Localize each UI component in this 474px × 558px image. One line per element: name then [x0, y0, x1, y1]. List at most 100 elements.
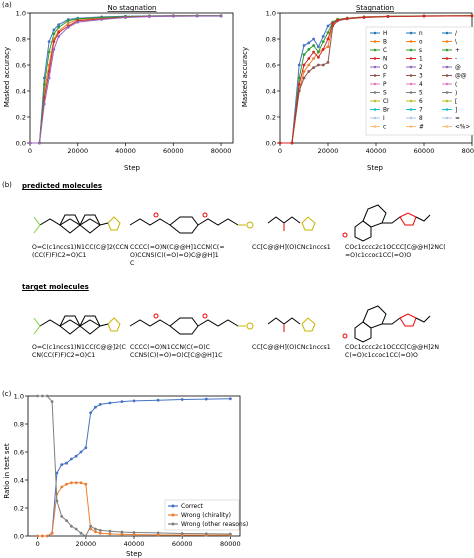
predicted-smiles-3: CC[C@@H](O)CNc1nccs1: [252, 244, 331, 251]
legend-marker: [409, 91, 413, 94]
data-point: [312, 57, 315, 60]
x-tick-label: 40000: [366, 147, 387, 155]
data-point: [65, 461, 68, 465]
data-point: [41, 534, 44, 538]
data-point: [60, 515, 64, 518]
legend-entry: @: [455, 65, 461, 71]
data-point: [84, 482, 88, 486]
legend-entry: 7: [419, 108, 423, 114]
legend-marker: [373, 91, 377, 94]
legend-marker: [409, 57, 413, 60]
legend-marker: [409, 74, 413, 77]
data-point: [317, 50, 320, 54]
data-point: [76, 20, 80, 24]
legend-marker: [409, 65, 413, 69]
legend-marker: [373, 74, 377, 77]
data-point: [38, 141, 41, 145]
plot-frame: [29, 12, 234, 144]
legend-entry: \: [455, 40, 457, 46]
data-point: [278, 141, 282, 145]
plot-area: 0.0 0.2 0.4 0.6 0.8 1.0 0 20000 40000 60000 80000 C…: [14, 392, 249, 548]
plot-area: 0.0 0.2 0.4 0.6 0.8 1.0 0 20000 40000 60000 80000 H…: [266, 9, 474, 155]
chart-stagnation: Stagnation 0.0 0.2 0.4 0.6 0.8 1.0 0 20000 40000…: [241, 4, 474, 172]
data-point: [98, 529, 102, 532]
legend-entry: n: [419, 31, 423, 37]
legend-marker: [445, 48, 449, 52]
data-point: [74, 481, 78, 485]
y-tick-label: 0.4: [14, 476, 24, 484]
y-tick-label: 1.0: [16, 9, 26, 17]
y-axis-label: Masked accuracy: [241, 47, 249, 107]
legend-marker: [373, 125, 377, 128]
data-point: [171, 14, 175, 18]
target-molecules-title: target molecules: [22, 283, 89, 291]
data-point: [79, 450, 83, 454]
data-point: [66, 25, 70, 29]
data-point: [50, 400, 54, 403]
legend-entry: #: [419, 125, 424, 131]
data-point: [302, 63, 306, 67]
legend-marker: [409, 40, 413, 43]
legend-marker: [373, 108, 377, 111]
legend-entry: S: [383, 91, 387, 97]
legend-box: [365, 26, 474, 136]
data-point: [47, 76, 51, 80]
data-point: [47, 40, 51, 43]
legend-marker: [445, 65, 449, 69]
data-point: [156, 398, 160, 402]
x-axis-label: Step: [367, 164, 383, 172]
data-point: [52, 32, 56, 36]
x-axis-label: Step: [126, 550, 142, 558]
data-point: [312, 66, 315, 69]
legend-entry: s: [419, 48, 422, 54]
legend-entry: 5: [419, 91, 423, 97]
predicted-smiles-4: COc1cccc2c1OCCC[C@@H]2NC( =O)c1ccoc1CC(=…: [345, 244, 446, 259]
target-structures: [33, 305, 431, 343]
data-point: [307, 70, 311, 73]
data-point: [55, 471, 59, 475]
data-point: [321, 63, 325, 67]
data-point: [321, 35, 325, 38]
legend-marker: [445, 99, 449, 103]
data-point: [84, 446, 88, 450]
data-point: [345, 17, 349, 20]
legend-entry: I: [383, 116, 385, 122]
data-point: [302, 53, 306, 56]
legend-marker: [373, 82, 377, 86]
data-point: [57, 25, 61, 29]
data-point: [386, 15, 390, 18]
data-point: [55, 499, 59, 503]
data-point: [331, 22, 335, 25]
data-point: [69, 481, 73, 485]
data-point: [302, 76, 306, 80]
y-tick-label: 1.0: [14, 392, 24, 400]
legend-entry: Wrong (other reasons): [181, 521, 248, 528]
data-point: [219, 14, 223, 18]
legend-marker: [409, 125, 413, 128]
data-point: [47, 50, 51, 54]
y-tick-label: 0.0: [14, 532, 24, 540]
data-point: [36, 394, 40, 398]
data-point: [65, 482, 68, 486]
panel-label-a: (a): [2, 1, 12, 9]
data-point: [74, 527, 78, 531]
data-point: [228, 397, 232, 401]
legend-entry: [: [455, 99, 457, 105]
data-point: [28, 141, 32, 145]
legend-entry: c: [383, 125, 386, 131]
data-point: [228, 532, 232, 536]
x-tick-label: 0: [28, 147, 32, 155]
legend-marker: [445, 31, 449, 35]
data-point: [302, 70, 306, 73]
data-point: [79, 481, 83, 485]
data-point: [297, 63, 301, 67]
target-smiles-1: O=C(c1nccs1)N1CC(C@@]2(C CN(CC(F)F)C2=O)…: [32, 344, 126, 359]
data-point: [45, 394, 49, 398]
data-point: [312, 50, 315, 54]
legend-marker: [445, 125, 449, 128]
data-point: [65, 519, 68, 522]
x-tick-label: 80000: [220, 540, 241, 548]
data-point: [180, 398, 184, 401]
data-point: [156, 533, 160, 537]
data-point: [326, 31, 330, 34]
